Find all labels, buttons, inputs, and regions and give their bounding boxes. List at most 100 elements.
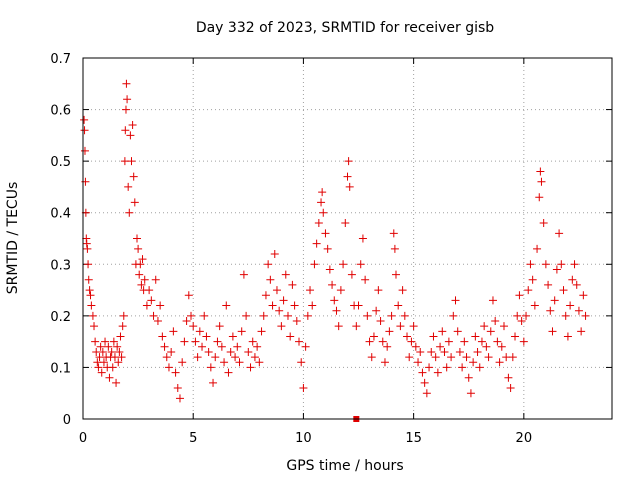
data-point — [283, 311, 292, 320]
data-point — [561, 311, 570, 320]
data-point — [539, 219, 548, 228]
data-point — [125, 208, 134, 217]
y-axis-label: SRMTID / TECUs — [5, 182, 21, 295]
data-point — [438, 327, 447, 336]
data-point — [142, 301, 151, 310]
data-point — [374, 286, 383, 295]
data-point — [87, 301, 96, 310]
data-point — [537, 177, 546, 186]
data-point — [206, 363, 215, 372]
data-point — [136, 260, 145, 269]
data-point — [104, 342, 113, 351]
data-point — [447, 353, 456, 362]
data-point — [464, 373, 473, 382]
data-point — [127, 157, 136, 166]
data-point — [345, 182, 354, 191]
data-point — [244, 347, 253, 356]
data-point — [124, 182, 133, 191]
data-point — [107, 347, 116, 356]
data-point — [555, 229, 564, 238]
data-point — [317, 198, 326, 207]
data-point — [129, 172, 138, 181]
data-point — [433, 368, 442, 377]
y-tick-label: 0 — [63, 413, 71, 428]
data-point — [275, 306, 284, 315]
data-point — [440, 347, 449, 356]
data-point — [462, 353, 471, 362]
data-point — [398, 286, 407, 295]
data-point — [134, 244, 143, 253]
data-point — [341, 219, 350, 228]
data-point — [91, 337, 100, 346]
data-point — [149, 311, 158, 320]
data-point — [83, 244, 92, 253]
data-point — [82, 239, 91, 248]
data-point — [290, 301, 299, 310]
data-point — [336, 286, 345, 295]
data-point — [356, 260, 365, 269]
grid — [83, 58, 612, 419]
data-point — [137, 280, 146, 289]
data-point — [114, 358, 123, 367]
data-point — [156, 301, 165, 310]
data-point — [224, 368, 233, 377]
data-point — [581, 311, 590, 320]
data-point — [414, 358, 423, 367]
data-point — [255, 358, 264, 367]
data-point — [130, 198, 139, 207]
data-point — [98, 347, 107, 356]
data-point — [306, 286, 315, 295]
data-point — [164, 363, 173, 372]
data-point — [115, 347, 124, 356]
data-point — [113, 342, 122, 351]
data-point — [250, 353, 259, 362]
data-point — [367, 353, 376, 362]
data-point — [118, 322, 127, 331]
data-point — [369, 332, 378, 341]
data-point — [321, 229, 330, 238]
data-point — [140, 275, 149, 284]
data-point — [303, 311, 312, 320]
data-point — [344, 157, 353, 166]
data-point — [391, 270, 400, 279]
data-point — [493, 337, 502, 346]
data-point — [226, 347, 235, 356]
data-point — [405, 353, 414, 362]
data-point — [312, 239, 321, 248]
data-point — [407, 337, 416, 346]
data-point — [96, 342, 105, 351]
data-point — [458, 363, 467, 372]
data-point — [116, 332, 125, 341]
y-tick-label: 0.2 — [50, 310, 71, 325]
y-tick-label: 0.4 — [50, 207, 71, 222]
data-point — [572, 280, 581, 289]
data-point — [365, 337, 374, 346]
data-point — [158, 332, 167, 341]
data-point — [301, 342, 310, 351]
data-point — [123, 95, 132, 104]
chart-title: Day 332 of 2023, SRMTID for receiver gis… — [196, 20, 494, 36]
data-point — [84, 275, 93, 284]
data-point — [390, 244, 399, 253]
data-point — [213, 337, 222, 346]
data-point — [138, 255, 147, 264]
data-point — [506, 384, 515, 393]
data-point — [189, 322, 198, 331]
data-point — [90, 322, 99, 331]
data-point — [220, 358, 229, 367]
data-point — [574, 306, 583, 315]
data-point — [217, 342, 226, 351]
data-point — [449, 311, 458, 320]
data-point — [363, 311, 372, 320]
x-axis-ticks: 0 5 10 15 20 — [79, 58, 532, 446]
data-point — [162, 353, 171, 362]
data-point — [202, 332, 211, 341]
data-point — [577, 327, 586, 336]
data-point — [133, 234, 142, 243]
data-point — [524, 286, 533, 295]
x-tick-label: 0 — [79, 431, 87, 446]
data-point — [222, 301, 231, 310]
y-tick-label: 0.1 — [50, 361, 71, 376]
data-point — [286, 332, 295, 341]
data-point — [215, 322, 224, 331]
